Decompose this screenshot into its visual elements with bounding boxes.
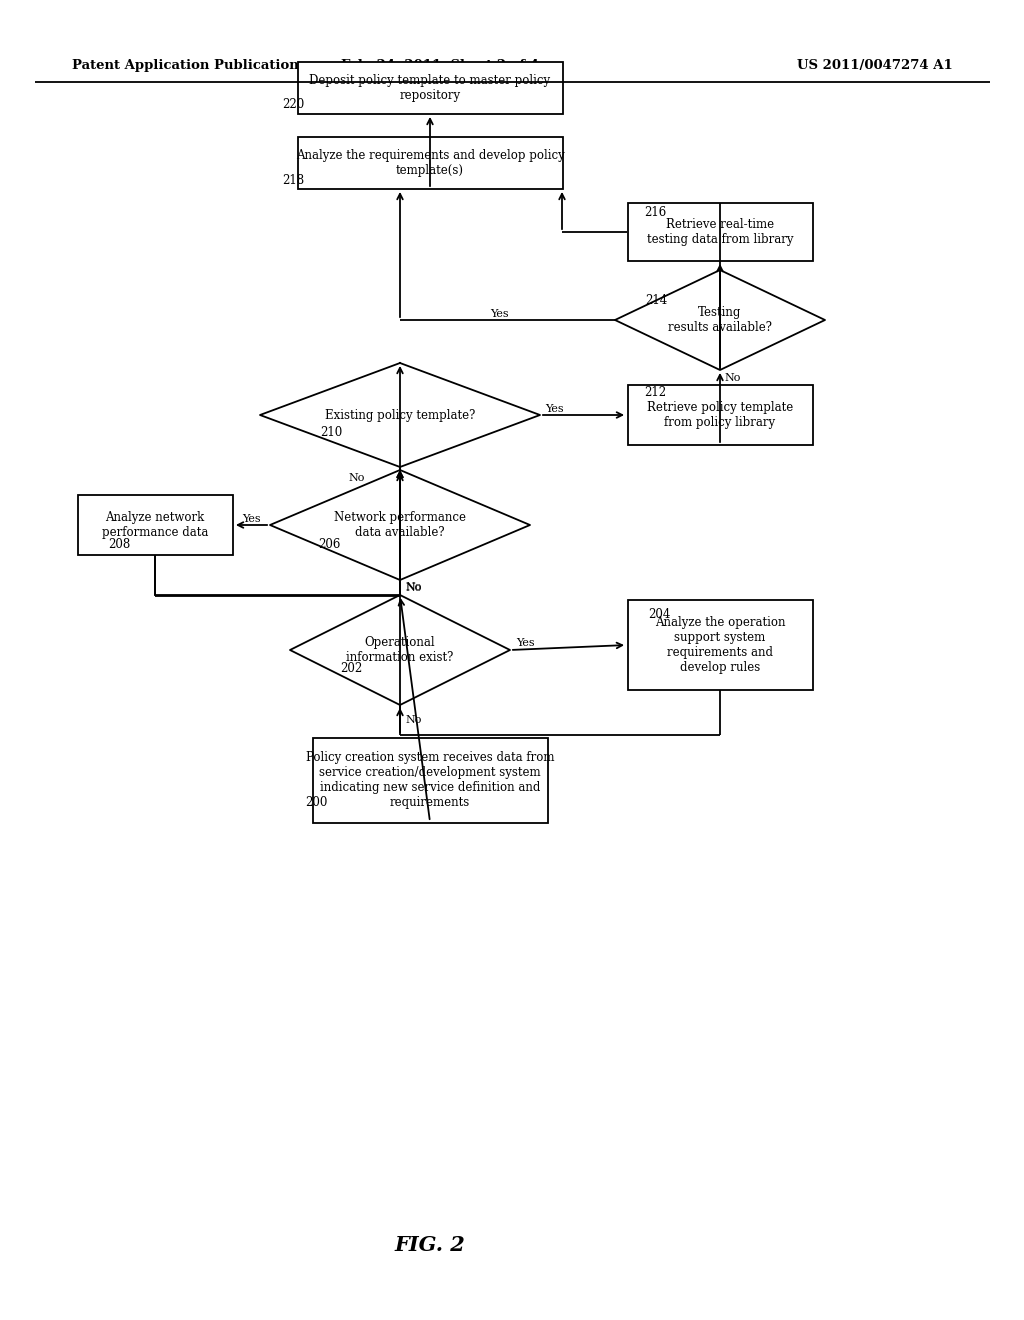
Text: Network performance
data available?: Network performance data available?: [334, 511, 466, 539]
Text: Analyze the operation
support system
requirements and
develop rules: Analyze the operation support system req…: [654, 616, 785, 675]
Text: 220: 220: [282, 99, 304, 111]
Text: Deposit policy template to master policy
repository: Deposit policy template to master policy…: [309, 74, 551, 102]
Text: No: No: [724, 374, 740, 383]
Text: Yes: Yes: [545, 404, 563, 414]
Text: Feb. 24, 2011  Sheet 2 of 4: Feb. 24, 2011 Sheet 2 of 4: [341, 58, 539, 71]
Text: 200: 200: [305, 796, 328, 808]
Text: No: No: [406, 582, 421, 591]
Text: FIG. 2: FIG. 2: [394, 1236, 465, 1255]
Text: Yes: Yes: [490, 309, 509, 319]
Text: 212: 212: [644, 387, 667, 400]
Text: 218: 218: [282, 173, 304, 186]
Text: Operational
information exist?: Operational information exist?: [346, 636, 454, 664]
Text: Retrieve policy template
from policy library: Retrieve policy template from policy lib…: [647, 401, 794, 429]
Text: No: No: [406, 583, 421, 593]
Bar: [298, 62, 562, 114]
Text: 202: 202: [340, 661, 362, 675]
Bar: [628, 601, 812, 690]
Text: Yes: Yes: [242, 513, 261, 524]
Text: No: No: [348, 473, 365, 483]
Bar: [628, 203, 812, 261]
Text: Existing policy template?: Existing policy template?: [325, 408, 475, 421]
Text: Analyze network
performance data: Analyze network performance data: [101, 511, 208, 539]
Text: Retrieve real-time
testing data from library: Retrieve real-time testing data from lib…: [647, 218, 794, 246]
Bar: [628, 385, 812, 445]
Text: US 2011/0047274 A1: US 2011/0047274 A1: [797, 58, 953, 71]
Bar: [78, 495, 232, 554]
Text: Testing
results available?: Testing results available?: [668, 306, 772, 334]
Text: 206: 206: [318, 539, 340, 552]
Text: No: No: [406, 715, 421, 725]
Bar: [298, 137, 562, 189]
Text: 208: 208: [108, 539, 130, 552]
Text: 216: 216: [644, 206, 667, 219]
Text: 210: 210: [319, 425, 342, 438]
Text: Analyze the requirements and develop policy
template(s): Analyze the requirements and develop pol…: [296, 149, 564, 177]
Bar: [312, 738, 548, 822]
Text: Yes: Yes: [516, 638, 535, 648]
Text: 204: 204: [648, 607, 671, 620]
Text: Policy creation system receives data from
service creation/development system
in: Policy creation system receives data fro…: [306, 751, 554, 809]
Text: 214: 214: [645, 293, 668, 306]
Text: Patent Application Publication: Patent Application Publication: [72, 58, 299, 71]
